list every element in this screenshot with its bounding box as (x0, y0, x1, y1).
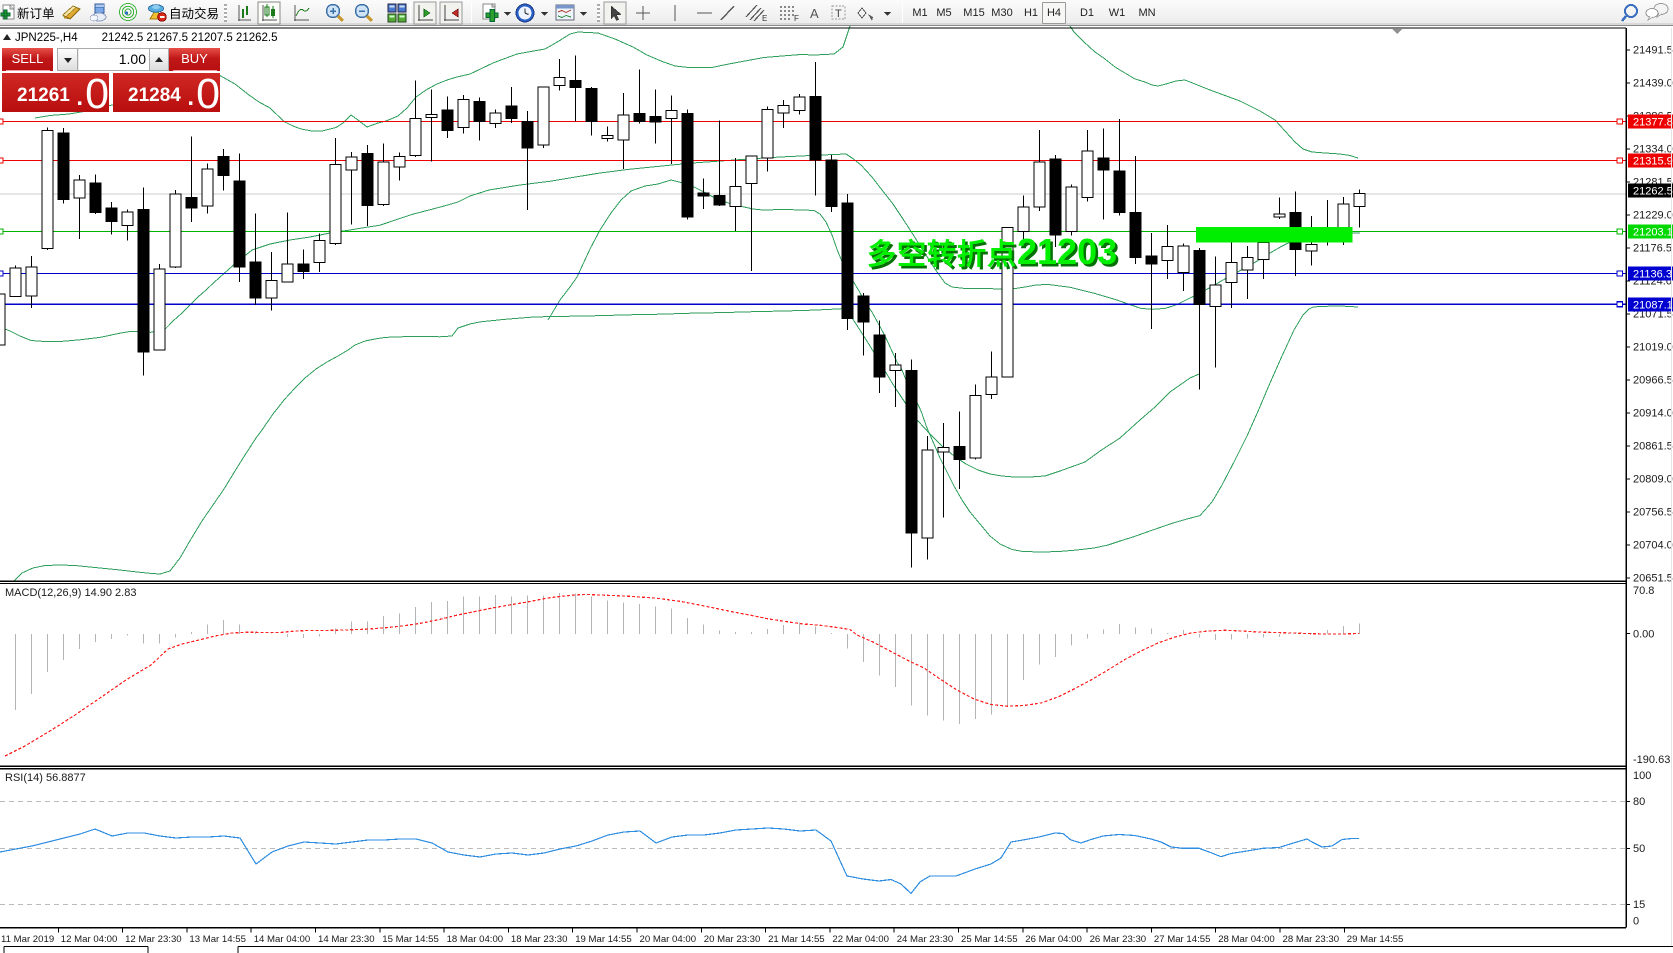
svg-text:E: E (762, 14, 767, 23)
svg-text:19 Mar 14:55: 19 Mar 14:55 (575, 934, 632, 945)
svg-text:21203.1: 21203.1 (1633, 226, 1673, 238)
svg-text:多空转折点21203: 多空转折点21203 (867, 231, 1117, 272)
svg-text:20 Mar 23:30: 20 Mar 23:30 (704, 934, 761, 945)
svg-text:11 Mar 2019: 11 Mar 2019 (1, 934, 54, 945)
svg-text:20704.0: 20704.0 (1633, 540, 1673, 552)
svg-text:12 Mar 04:00: 12 Mar 04:00 (61, 934, 118, 945)
svg-text:50: 50 (1633, 843, 1645, 855)
svg-text:20 Mar 04:00: 20 Mar 04:00 (640, 934, 697, 945)
svg-text:21019.0: 21019.0 (1633, 342, 1673, 354)
svg-text:26 Mar 23:30: 26 Mar 23:30 (1090, 934, 1147, 945)
svg-text:21 Mar 14:55: 21 Mar 14:55 (768, 934, 825, 945)
svg-text:A: A (810, 6, 819, 21)
svg-text:20914.0: 20914.0 (1633, 408, 1673, 420)
svg-text:21491.5: 21491.5 (1633, 45, 1673, 57)
svg-text:15 Mar 14:55: 15 Mar 14:55 (382, 934, 439, 945)
svg-text:20756.5: 20756.5 (1633, 507, 1673, 519)
svg-text:14 Mar 04:00: 14 Mar 04:00 (254, 934, 311, 945)
svg-text:28 Mar 04:00: 28 Mar 04:00 (1218, 934, 1275, 945)
svg-text:自动交易: 自动交易 (169, 6, 219, 21)
svg-text:25 Mar 14:55: 25 Mar 14:55 (961, 934, 1018, 945)
svg-text:0.00: 0.00 (1633, 629, 1654, 641)
svg-text:21262.5: 21262.5 (1633, 186, 1673, 198)
svg-text:RSI(14) 56.8877: RSI(14) 56.8877 (5, 772, 86, 784)
svg-text:0: 0 (1633, 916, 1639, 928)
svg-text:21377.8: 21377.8 (1633, 117, 1673, 129)
svg-text:100: 100 (1633, 770, 1651, 782)
svg-text:21315.9: 21315.9 (1633, 155, 1673, 167)
svg-text:22 Mar 04:00: 22 Mar 04:00 (832, 934, 889, 945)
svg-text:14 Mar 23:30: 14 Mar 23:30 (318, 934, 375, 945)
svg-text:21334.0: 21334.0 (1633, 144, 1673, 156)
svg-text:24 Mar 23:30: 24 Mar 23:30 (897, 934, 954, 945)
svg-text:12 Mar 23:30: 12 Mar 23:30 (125, 934, 182, 945)
svg-text:多空转折点21203: 多空转折点21203 (870, 234, 1120, 275)
svg-text:28 Mar 23:30: 28 Mar 23:30 (1283, 934, 1340, 945)
svg-text:70.8: 70.8 (1633, 585, 1654, 597)
svg-text:新订单: 新订单 (17, 6, 55, 21)
svg-text:21229.0: 21229.0 (1633, 210, 1673, 222)
svg-text:20861.5: 20861.5 (1633, 441, 1673, 453)
svg-text:26 Mar 04:00: 26 Mar 04:00 (1025, 934, 1082, 945)
svg-text:21176.5: 21176.5 (1633, 243, 1672, 255)
svg-text:21071.5: 21071.5 (1633, 309, 1673, 321)
svg-text:15: 15 (1633, 899, 1645, 911)
svg-text:29 Mar 14:55: 29 Mar 14:55 (1347, 934, 1404, 945)
svg-text:20966.5: 20966.5 (1633, 375, 1673, 387)
svg-text:21136.3: 21136.3 (1633, 268, 1672, 280)
svg-text:21439.0: 21439.0 (1633, 78, 1673, 90)
svg-text:20809.0: 20809.0 (1633, 474, 1673, 486)
svg-text:21087.1: 21087.1 (1633, 299, 1673, 311)
svg-text:-190.63: -190.63 (1633, 754, 1670, 766)
svg-text:T: T (835, 8, 842, 20)
svg-text:18 Mar 04:00: 18 Mar 04:00 (447, 934, 504, 945)
svg-text:F: F (794, 14, 799, 23)
svg-text:27 Mar 14:55: 27 Mar 14:55 (1154, 934, 1211, 945)
svg-text:MACD(12,26,9) 14.90 2.83: MACD(12,26,9) 14.90 2.83 (5, 587, 136, 599)
svg-text:18 Mar 23:30: 18 Mar 23:30 (511, 934, 568, 945)
svg-text:20651.5: 20651.5 (1633, 573, 1673, 585)
svg-text:80: 80 (1633, 796, 1645, 808)
svg-text:13 Mar 14:55: 13 Mar 14:55 (189, 934, 246, 945)
